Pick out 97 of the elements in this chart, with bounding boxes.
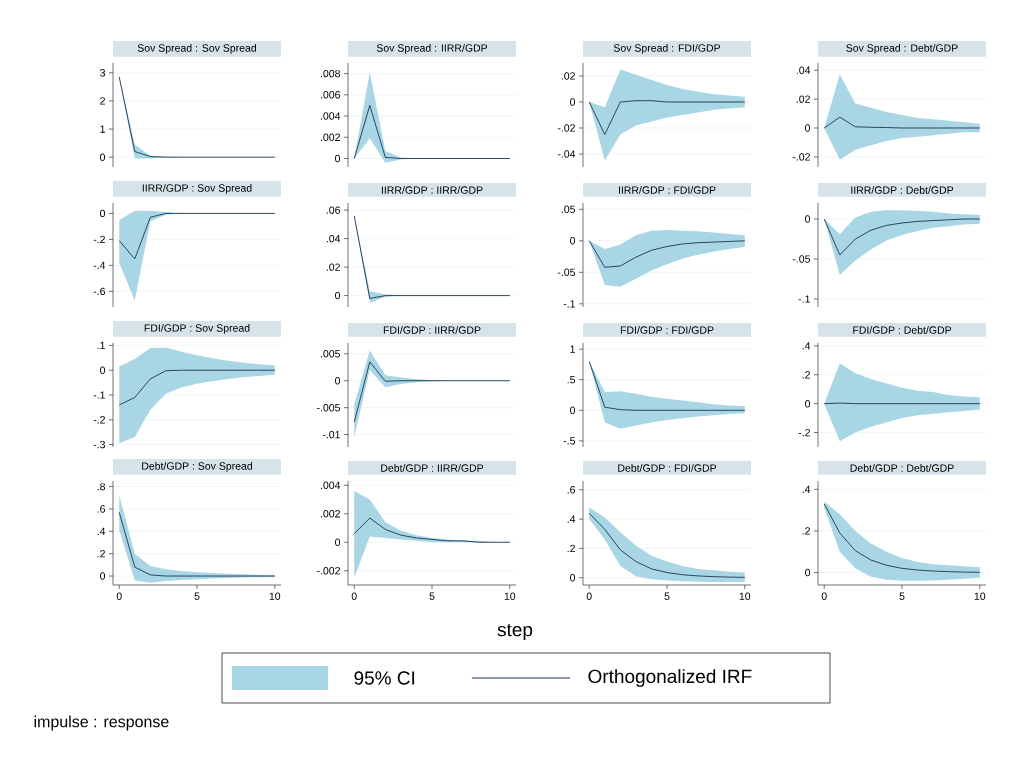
y-tick-label: 3 — [100, 69, 106, 77]
y-tick-label: .02 — [561, 72, 575, 80]
y-tick-label: .005 — [320, 350, 341, 358]
y-tick-label: .02 — [796, 95, 810, 103]
y-tick-label: .2 — [802, 527, 810, 535]
chart-title: IIRR/GDP : FDI/GDP — [618, 186, 716, 194]
y-tick-label: .5 — [567, 376, 576, 384]
y-tick-label: 1 — [570, 345, 575, 353]
x-tick-label: 10 — [739, 592, 751, 600]
y-tick-label: .2 — [567, 544, 575, 553]
y-tick-label: 0 — [805, 124, 811, 132]
y-tick-label: -.1 — [93, 391, 105, 399]
y-tick-label: .006 — [320, 91, 341, 99]
y-tick-label: 2 — [100, 97, 105, 105]
y-tick-label: 0 — [570, 406, 576, 415]
y-tick-label: 0 — [100, 572, 106, 580]
y-tick-label: .6 — [97, 505, 106, 513]
y-tick-label: -.005 — [317, 403, 341, 412]
y-tick-label: .002 — [320, 133, 340, 141]
y-tick-label: 0 — [805, 399, 811, 408]
chart-title: IIRR/GDP : Debt/GDP — [851, 186, 954, 194]
y-tick-label: .05 — [561, 205, 576, 214]
y-tick-label: 0 — [335, 538, 341, 546]
y-tick-label: 0 — [100, 366, 106, 374]
y-tick-label: -.6 — [93, 287, 106, 296]
y-tick-label: 0 — [570, 573, 576, 582]
chart-title: Debt/GDP : FDI/GDP — [618, 464, 717, 472]
y-tick-label: -.5 — [563, 437, 576, 445]
y-tick-label: -.05 — [792, 255, 811, 263]
x-tick-label: 10 — [504, 592, 516, 600]
y-tick-label: .4 — [802, 342, 811, 350]
y-tick-label: .1 — [97, 341, 105, 350]
y-tick-label: -.1 — [798, 295, 810, 303]
y-tick-label: 0 — [570, 237, 576, 245]
y-tick-label: -.2 — [93, 235, 105, 244]
y-tick-label: -.4 — [93, 261, 106, 269]
chart-title: Debt/GDP : IIRR/GDP — [381, 464, 484, 472]
chart-title: Sov Spread : FDI/GDP — [613, 44, 721, 54]
chart-title: FDI/GDP : Debt/GDP — [853, 326, 952, 334]
y-tick-label: .4 — [97, 527, 106, 535]
y-tick-label: .4 — [802, 485, 811, 493]
chart-title: IIRR/GDP : IIRR/GDP — [381, 186, 483, 194]
y-tick-label: .002 — [320, 510, 340, 518]
y-tick-label: 0 — [335, 291, 341, 300]
y-tick-label: -.1 — [563, 300, 575, 308]
y-tick-label: .04 — [326, 234, 341, 243]
y-tick-label: .008 — [320, 69, 341, 78]
x-tick-label: 0 — [351, 592, 357, 600]
x-tick-label: 10 — [269, 592, 281, 600]
y-tick-label: .8 — [97, 482, 106, 491]
y-tick-label: -.2 — [798, 428, 810, 437]
y-tick-label: 0 — [100, 153, 106, 161]
y-tick-label: -.02 — [557, 124, 575, 132]
x-tick-label: 5 — [664, 592, 670, 600]
text: Orthogonalized IRF — [588, 669, 752, 687]
x-tick-label: 0 — [586, 592, 592, 600]
y-tick-label: .004 — [320, 481, 341, 489]
y-tick-label: -.04 — [557, 150, 576, 158]
chart-title: Debt/GDP : Debt/GDP — [850, 464, 954, 472]
text: 95% CI — [354, 671, 415, 685]
y-tick-label: -.01 — [322, 430, 340, 439]
chart-title: Debt/GDP : Sov Spread — [142, 462, 253, 472]
text: step — [497, 623, 533, 641]
x-tick-label: 5 — [899, 592, 905, 600]
y-tick-label: .02 — [326, 263, 340, 271]
y-tick-label: .2 — [97, 550, 105, 558]
y-tick-label: .2 — [802, 371, 810, 379]
chart-title: FDI/GDP : Sov Spread — [144, 324, 250, 334]
chart-title: FDI/GDP : IIRR/GDP — [383, 326, 481, 334]
x-tick-label: 0 — [821, 592, 827, 600]
x-tick-label: 5 — [429, 592, 435, 600]
y-tick-label: -.002 — [317, 567, 340, 575]
y-tick-label: 0 — [805, 568, 811, 577]
x-tick-label: 0 — [116, 592, 122, 600]
y-tick-label: .6 — [567, 486, 576, 494]
y-tick-label: -.02 — [792, 153, 810, 161]
y-tick-label: .06 — [326, 206, 341, 214]
y-tick-label: -.2 — [93, 416, 105, 424]
chart-title: FDI/GDP : FDI/GDP — [620, 326, 714, 334]
chart-title: Sov Spread : IIRR/GDP — [376, 44, 488, 54]
x-tick-label: 5 — [194, 592, 200, 600]
y-tick-label: 0 — [335, 377, 341, 385]
y-tick-label: 0 — [100, 209, 106, 218]
chart-title: Sov Spread : Sov Spread — [137, 44, 257, 54]
y-tick-label: 0 — [570, 98, 576, 106]
chart-title: Sov Spread : Debt/GDP — [846, 44, 958, 54]
text: impulse : response — [34, 715, 169, 731]
y-tick-label: 0 — [335, 154, 341, 163]
y-tick-label: 1 — [100, 125, 105, 133]
y-tick-label: .004 — [320, 112, 341, 120]
y-tick-label: -.05 — [557, 268, 576, 277]
x-tick-label: 10 — [974, 592, 986, 600]
y-tick-label: .4 — [567, 515, 576, 523]
y-tick-label: .04 — [796, 66, 811, 74]
y-tick-label: 0 — [805, 215, 811, 223]
chart-title: IIRR/GDP : Sov Spread — [142, 184, 252, 194]
y-tick-label: -.3 — [93, 440, 106, 449]
